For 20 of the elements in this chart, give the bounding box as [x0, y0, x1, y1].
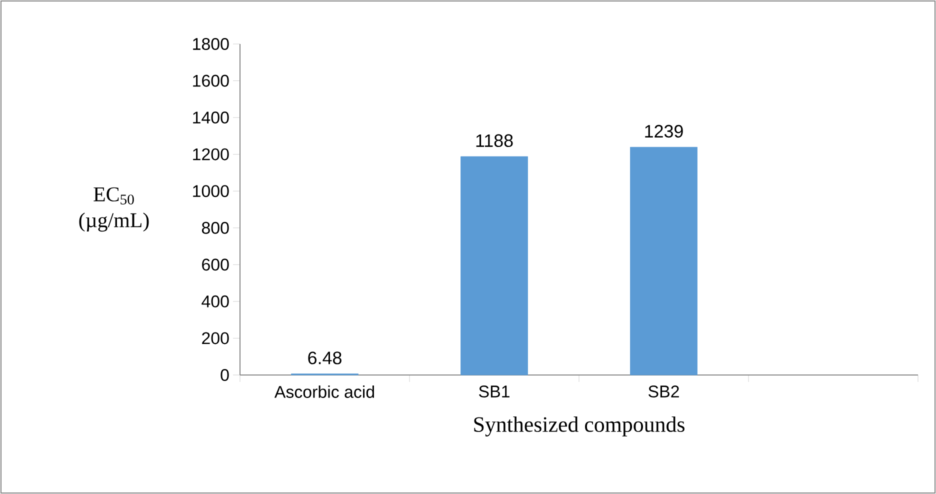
x-tick-label: SB1 — [479, 386, 510, 398]
y-tick-label: 1800 — [193, 38, 229, 50]
y-tick-label: 1600 — [193, 74, 229, 87]
y-tick-label: 1200 — [193, 148, 229, 160]
x-tick-label: Ascorbic acid — [274, 386, 374, 398]
data-label: 6.48 — [308, 352, 342, 364]
y-tick-label: 200 — [202, 332, 229, 344]
y-tick-label: 800 — [202, 222, 229, 234]
bar — [630, 146, 698, 376]
y-tick-label: 600 — [202, 258, 229, 271]
y-tick-label: 1000 — [193, 185, 229, 198]
x-axis-title: Synthesized compounds — [474, 416, 684, 436]
y-axis-title: EC$_{50}$ (µg/mL) — [79, 187, 149, 232]
x-tick-label: SB2 — [648, 386, 679, 398]
bar — [460, 156, 528, 376]
data-label: 1239 — [645, 124, 683, 138]
y-tick-label: 400 — [202, 295, 229, 308]
data-label: 1188 — [476, 134, 513, 148]
y-tick-label: 1400 — [193, 112, 229, 124]
y-tick-label: 0 — [220, 368, 229, 381]
